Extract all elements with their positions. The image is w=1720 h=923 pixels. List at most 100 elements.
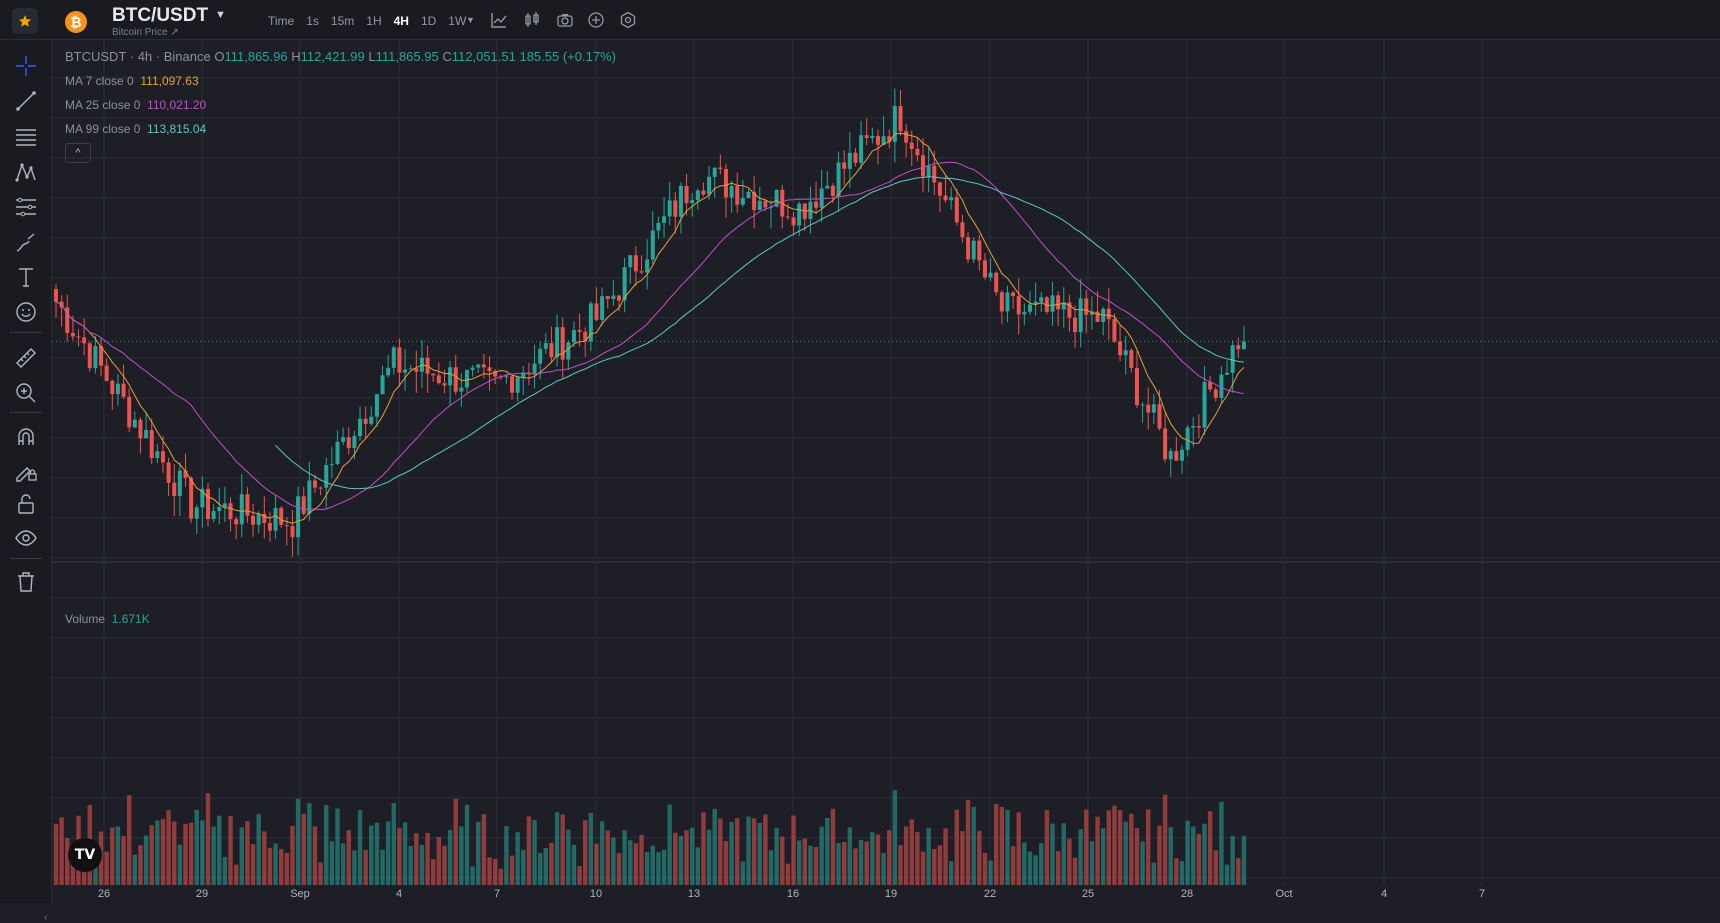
- volume-bar: [898, 845, 903, 885]
- candle-body: [645, 259, 650, 273]
- interval-time[interactable]: Time: [268, 14, 295, 28]
- volume-bar: [543, 848, 549, 885]
- candle-body: [200, 488, 205, 508]
- interval-15m[interactable]: 15m: [330, 14, 355, 28]
- interval-4h[interactable]: 4H: [393, 14, 409, 28]
- interval-1d[interactable]: 1D: [420, 14, 437, 28]
- candle-body: [622, 267, 627, 301]
- candle-body: [363, 418, 368, 424]
- remove-drawings-tool[interactable]: [13, 569, 39, 595]
- tradingview-logo[interactable]: TV: [68, 838, 102, 872]
- volume-bar: [267, 847, 273, 885]
- volume-bar: [1095, 816, 1100, 885]
- interval-more-icon[interactable]: ▼: [466, 15, 475, 25]
- visibility-tool[interactable]: [13, 525, 39, 551]
- open-value: 111,865.96: [224, 49, 288, 64]
- volume-bar: [492, 858, 498, 885]
- candle-body: [487, 367, 492, 372]
- candle-body: [571, 330, 576, 343]
- volume-bar: [1241, 835, 1247, 885]
- volume-bar: [1179, 861, 1185, 885]
- candle-body: [943, 195, 948, 201]
- ma25-legend[interactable]: MA 25 close 0 110,021.20: [65, 98, 206, 112]
- candle-body: [391, 347, 396, 368]
- settings-icon[interactable]: [619, 11, 637, 29]
- pattern-tool[interactable]: [13, 159, 39, 185]
- candle-body: [121, 383, 126, 397]
- candle-body: [1044, 297, 1049, 312]
- interval-1w[interactable]: 1W: [448, 14, 467, 28]
- volume-bar: [1106, 810, 1112, 885]
- volume-bar: [200, 820, 205, 885]
- volume-bar: [256, 813, 261, 885]
- text-tool[interactable]: [13, 264, 39, 290]
- candle-body: [262, 513, 267, 523]
- favorite-button[interactable]: [12, 8, 38, 34]
- bitcoin-glyph: ₿: [70, 14, 82, 30]
- candle-body: [194, 507, 199, 519]
- volume-bar: [661, 849, 667, 885]
- symbol-dropdown-icon[interactable]: ▼: [215, 9, 226, 21]
- volume-bar: [588, 812, 594, 885]
- edit-lock-tool[interactable]: [13, 458, 39, 484]
- brush-tool[interactable]: [13, 230, 39, 256]
- candle-body: [1118, 341, 1123, 356]
- candle-body: [1027, 304, 1032, 312]
- camera-icon[interactable]: [556, 11, 574, 29]
- candle-body: [160, 451, 165, 463]
- collapse-legend-button[interactable]: ^: [65, 143, 91, 163]
- zoom-tool[interactable]: [13, 380, 39, 406]
- volume-bar: [909, 819, 914, 885]
- candle-body: [301, 496, 306, 514]
- toolbar-separator: [10, 558, 42, 559]
- collapse-toolbar-icon[interactable]: ‹: [44, 912, 48, 923]
- volume-bar: [217, 815, 222, 885]
- candle-body: [825, 185, 830, 189]
- close-label: C: [442, 49, 452, 64]
- crosshair-tool[interactable]: [13, 53, 39, 79]
- symbol-subtitle[interactable]: Bitcoin Price ↗: [112, 27, 179, 38]
- chart-area[interactable]: [52, 40, 1720, 903]
- volume-bar: [408, 845, 413, 885]
- fib-tool[interactable]: [13, 194, 39, 220]
- candle-body: [1039, 297, 1044, 302]
- crosshair-icon: [16, 56, 36, 76]
- ma99-label: MA 99 close 0: [65, 122, 141, 136]
- candle-body: [639, 271, 644, 273]
- price-chart[interactable]: [52, 40, 1720, 886]
- ruler-tool[interactable]: [13, 345, 39, 371]
- candle-body: [369, 416, 374, 424]
- time-axis[interactable]: 26 29 Sep 4 7 10 13 16 19 22 25 28 Oct 4 7: [52, 886, 1720, 903]
- plus-circle-icon[interactable]: [587, 11, 605, 29]
- candle-body: [279, 507, 284, 525]
- candle-body: [842, 162, 847, 169]
- interval-1s[interactable]: 1s: [306, 14, 319, 28]
- ma99-legend[interactable]: MA 99 close 0 113,815.04: [65, 122, 206, 136]
- candle-body: [448, 367, 453, 386]
- volume-bar: [324, 805, 329, 885]
- ma7-legend[interactable]: MA 7 close 0 111,097.63: [65, 74, 199, 88]
- symbol-title[interactable]: BTC/USDT: [112, 5, 209, 26]
- volume-legend[interactable]: Volume 1.671K: [65, 612, 150, 626]
- candle-body: [746, 191, 751, 198]
- candle-body: [971, 240, 976, 260]
- volume-bar: [172, 821, 177, 885]
- candle-body: [543, 343, 548, 349]
- candle-body: [785, 216, 790, 218]
- candle-body: [403, 369, 408, 373]
- ma25-label: MA 25 close 0: [65, 98, 141, 112]
- candle-body: [729, 186, 734, 198]
- lock-tool[interactable]: [13, 491, 39, 517]
- magnet-tool[interactable]: [13, 424, 39, 450]
- candles-icon[interactable]: [523, 11, 541, 29]
- candle-body: [583, 331, 588, 342]
- candle-body: [251, 515, 256, 525]
- candle-body: [110, 380, 115, 395]
- volume-bar: [1089, 841, 1095, 885]
- volume-bar: [149, 825, 154, 885]
- emoji-tool[interactable]: [13, 299, 39, 325]
- line-chart-icon[interactable]: [490, 11, 508, 29]
- trend-line-tool[interactable]: [13, 88, 39, 114]
- horizontal-lines-tool[interactable]: [13, 124, 39, 150]
- interval-1h[interactable]: 1H: [366, 14, 382, 28]
